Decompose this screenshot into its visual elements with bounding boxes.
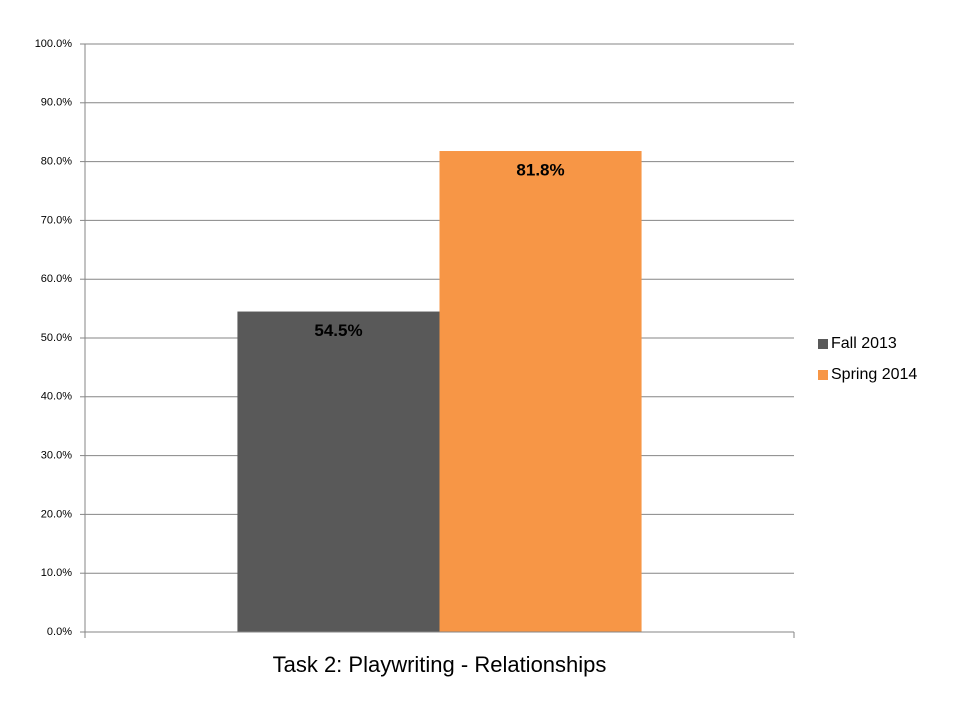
data-label: 81.8% [516, 161, 564, 180]
y-tick-label: 60.0% [41, 273, 72, 285]
y-tick-label: 70.0% [41, 214, 72, 226]
data-label: 54.5% [314, 321, 362, 340]
y-tick-label: 40.0% [41, 391, 72, 403]
legend-swatch [818, 339, 828, 349]
bar [439, 151, 642, 633]
bar [237, 311, 440, 632]
y-tick-label: 80.0% [41, 156, 72, 168]
legend-label: Fall 2013 [831, 335, 897, 352]
legend-swatch [818, 370, 828, 380]
legend-label: Spring 2014 [831, 366, 917, 383]
y-tick-label: 90.0% [41, 97, 72, 109]
x-tick-label: Task 2: Playwriting - Relationships [273, 652, 607, 677]
y-tick-label: 0.0% [47, 626, 72, 638]
y-tick-label: 10.0% [41, 567, 72, 579]
y-tick-label: 100.0% [35, 38, 73, 50]
y-tick-label: 30.0% [41, 450, 72, 462]
y-tick-label: 50.0% [41, 332, 72, 344]
y-tick-label: 20.0% [41, 508, 72, 520]
